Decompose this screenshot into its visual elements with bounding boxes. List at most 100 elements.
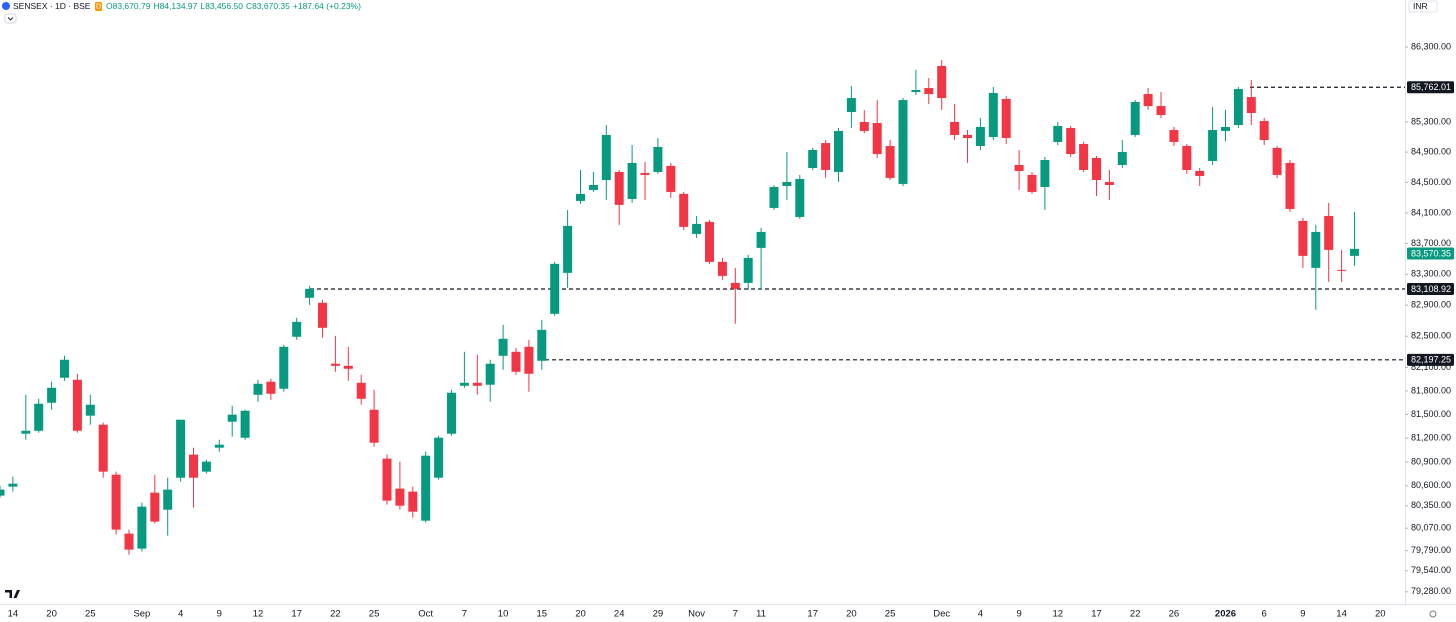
candle-body <box>1259 121 1269 141</box>
x-tick-label: 20 <box>1375 609 1386 620</box>
candle-body <box>537 329 547 361</box>
y-tick-label: 80,350.00 <box>1411 500 1451 510</box>
collapse-chevron <box>7 17 14 21</box>
price-tags: 85,762.01 83,108.92 82,197.25 83,570.35 <box>1407 81 1454 366</box>
level-label: 82,197.25 <box>1411 355 1451 365</box>
last-price-box <box>1407 247 1454 260</box>
x-tick-label: 10 <box>498 609 509 620</box>
x-tick-label: Oct <box>418 609 433 620</box>
x-tick-label: 17 <box>1091 609 1102 620</box>
candle-body <box>601 134 611 180</box>
candle-body <box>524 346 534 374</box>
x-tick-label: 11 <box>756 609 766 620</box>
candle-body <box>1350 248 1359 256</box>
y-tick-label: 84,500.00 <box>1411 177 1451 187</box>
candle-body <box>240 410 250 438</box>
x-tick-label: 20 <box>575 609 586 620</box>
candle-body <box>47 387 57 403</box>
x-tick-label: 4 <box>978 609 983 620</box>
candle-body <box>1169 129 1179 142</box>
x-tick-label: 17 <box>291 609 302 620</box>
flag-label: D <box>96 3 101 10</box>
y-tick-label: 80,600.00 <box>1411 480 1451 490</box>
x-tick-label: 6 <box>1262 609 1267 620</box>
candle-body <box>356 382 366 399</box>
y-tick-label: 82,100.00 <box>1411 362 1451 372</box>
currency-box[interactable] <box>1408 0 1438 13</box>
x-tick-label: 24 <box>614 609 625 620</box>
x-tick-label: Dec <box>933 609 950 620</box>
candle-body <box>382 458 392 501</box>
candle-body <box>795 179 805 217</box>
candle-body <box>60 359 69 378</box>
candle-body <box>808 149 818 169</box>
candle-body <box>834 130 843 172</box>
candle-body <box>937 66 947 99</box>
time-axis: 14 20 25 Sep 4 9 12 17 22 25 Oct 7 10 15 20 24 29 Nov 7 11 1… <box>8 609 1386 620</box>
candle-body <box>408 491 418 512</box>
candle-body <box>279 346 289 389</box>
candle-body <box>472 382 482 386</box>
candle-body <box>950 122 960 135</box>
candle-body <box>859 122 869 131</box>
candle-body <box>485 363 495 385</box>
candle-body <box>0 489 5 496</box>
candle-body <box>692 223 702 234</box>
candle-body <box>227 414 237 422</box>
candle-body <box>614 171 624 205</box>
candle-body <box>253 383 263 395</box>
candle-body <box>318 302 327 328</box>
candle-body <box>511 351 521 372</box>
candle-body <box>124 533 134 550</box>
candle-body <box>1104 181 1114 186</box>
candle-body <box>1208 129 1218 161</box>
logo <box>5 590 20 598</box>
candle-body <box>924 88 934 95</box>
candle-body <box>189 454 198 478</box>
x-tick-label: 9 <box>217 609 222 620</box>
candle-body <box>8 483 18 487</box>
y-tick-label: 82,500.00 <box>1411 331 1451 341</box>
candle-body <box>369 409 379 443</box>
y-tick-label: 80,070.00 <box>1411 523 1451 533</box>
y-tick-label: 84,100.00 <box>1411 207 1451 217</box>
x-tick-label: 4 <box>178 609 183 620</box>
symbol-title[interactable]: SENSEX · 1D · BSE <box>13 1 91 11</box>
y-tick-label: 79,790.00 <box>1411 545 1451 555</box>
y-tick-label: 79,280.00 <box>1411 586 1451 596</box>
price-axis: 79,280.00 79,540.00 79,790.00 80,070.00 80,3… <box>1405 41 1451 596</box>
candle-body <box>1182 145 1192 170</box>
y-tick-label: 86,300.00 <box>1411 41 1451 51</box>
y-tick-label: 85,300.00 <box>1411 116 1451 126</box>
candle-body <box>176 419 186 478</box>
x-tick-label: 26 <box>1169 609 1180 620</box>
candle-body <box>1014 164 1024 171</box>
collapse-button[interactable] <box>4 13 17 24</box>
candle-body <box>459 382 469 386</box>
candle-body <box>846 98 856 112</box>
candle-body <box>1117 151 1127 165</box>
candle-body <box>1079 144 1089 170</box>
candle-body <box>988 93 998 137</box>
x-tick-label: 20 <box>46 609 57 620</box>
level-label: 83,108.92 <box>1411 284 1451 294</box>
last-price-label: 83,570.35 <box>1411 248 1451 258</box>
symbol-icon <box>2 2 10 10</box>
candle-body <box>330 363 340 366</box>
ohlc-value: +187.64 (+0.23%) <box>293 1 361 11</box>
candle-body <box>963 134 972 138</box>
candle-body <box>975 126 985 146</box>
candle-body <box>1001 99 1011 138</box>
candle-body <box>150 492 160 522</box>
settings-icon[interactable] <box>1429 610 1437 618</box>
ohlc-value: C83,670.35 <box>246 1 290 11</box>
candle-body <box>653 146 663 172</box>
candle-body <box>266 381 276 394</box>
candle-body <box>1311 231 1321 268</box>
candle-body <box>111 474 121 530</box>
level-box <box>1407 283 1454 296</box>
x-tick-label: 25 <box>369 609 380 620</box>
candle-body <box>1298 220 1308 256</box>
candle-body <box>911 90 921 93</box>
